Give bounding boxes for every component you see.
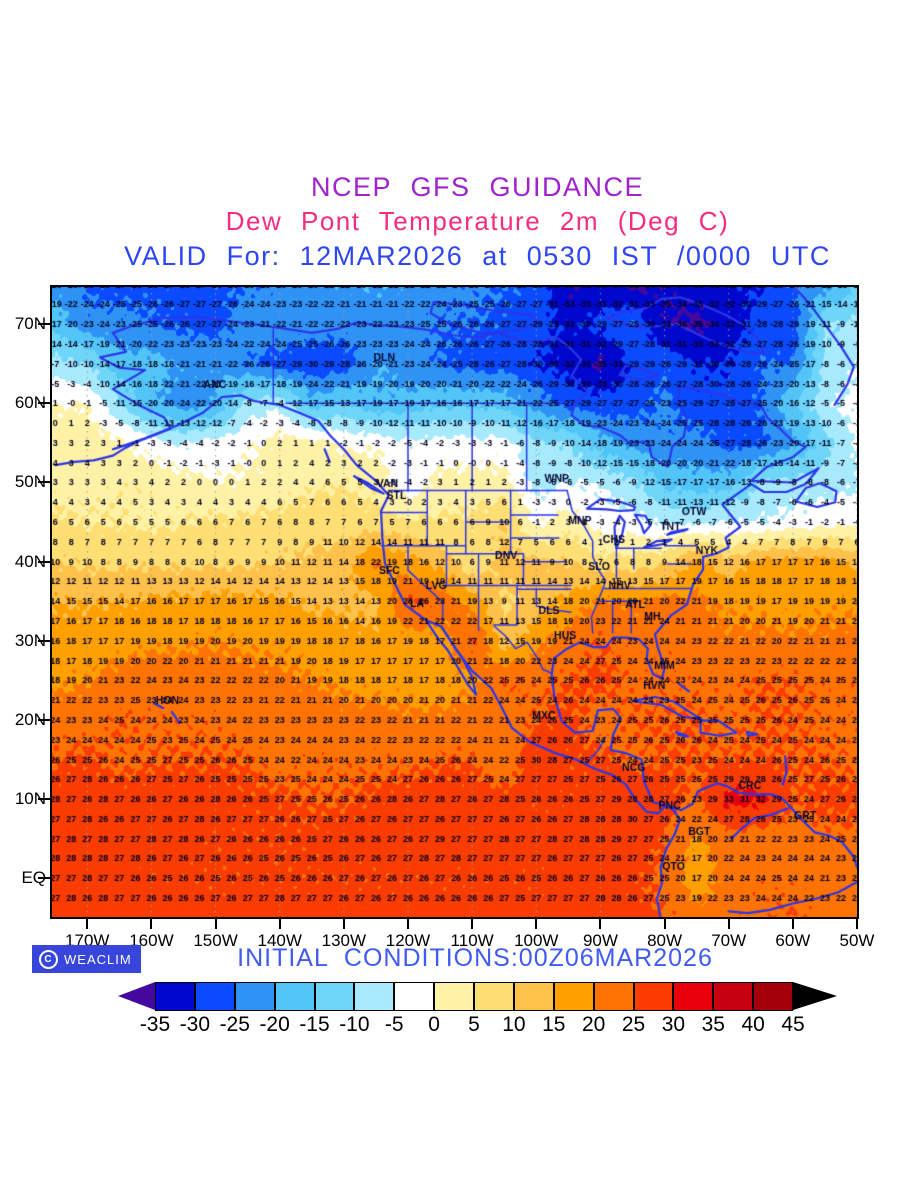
colorbar-tick-label: -30 (179, 1013, 211, 1036)
lon-tick (663, 919, 666, 929)
map-frame (50, 285, 859, 919)
colorbar-segment (713, 982, 754, 1011)
colorbar-segment (394, 982, 435, 1011)
lon-tick (791, 919, 794, 929)
lat-tick-label: 60N (14, 393, 46, 413)
colorbar-tick-label: 35 (701, 1013, 725, 1036)
lat-tick (38, 560, 50, 563)
lat-tick-label: 10N (14, 789, 46, 809)
colorbar-under-arrow (118, 982, 155, 1010)
colorbar-tick-label: 45 (781, 1013, 805, 1036)
colorbar-segment (234, 982, 275, 1011)
lat-tick-label: 40N (14, 551, 46, 571)
title-valid-time: VALID For: 12MAR2026 at 0530 IST /0000 U… (124, 241, 831, 271)
colorbar-tick-label: 30 (661, 1013, 686, 1036)
lon-tick-label: 110W (450, 931, 494, 950)
colorbar-segment (673, 982, 714, 1011)
colorbar-tick-label: 0 (428, 1013, 440, 1036)
lat-tick (38, 639, 50, 642)
colorbar-tick-label: -20 (259, 1013, 290, 1036)
lon-tick-label: 60W (775, 931, 811, 950)
lon-tick-label: 140W (257, 931, 302, 950)
lon-tick (471, 919, 474, 929)
lat-tick (38, 798, 50, 801)
colorbar-tick-label: -5 (384, 1013, 404, 1036)
colorbar-tick-label: 15 (542, 1013, 566, 1036)
lon-tick-label: 70W (711, 931, 747, 950)
colorbar-tick-label: 40 (741, 1013, 765, 1036)
lon-tick-label: 150W (193, 931, 238, 950)
lon-tick-label: 80W (647, 931, 683, 950)
colorbar-tick-label: 20 (581, 1013, 606, 1036)
lat-tick (38, 402, 50, 405)
colorbar-tick-label: -10 (339, 1013, 370, 1036)
lon-tick-label: 50W (839, 931, 875, 950)
lon-tick-label: 120W (385, 931, 431, 950)
title-variable: Dew Pont Temperature 2m (Deg C) (225, 206, 730, 236)
weaclim-logo: C WEACLIM (32, 945, 141, 973)
lat-tick-label: 30N (14, 630, 46, 650)
lon-tick (214, 919, 217, 929)
lat-tick (38, 718, 50, 721)
lon-tick (535, 919, 538, 929)
copyright-icon: C (39, 949, 58, 969)
lon-tick (599, 919, 602, 929)
lon-tick (727, 919, 730, 929)
lon-tick (150, 919, 153, 929)
colorbar-segment (553, 982, 594, 1011)
logo-label: WEACLIM (64, 951, 132, 967)
lat-tick-label: 50N (14, 472, 46, 492)
colorbar-segment (155, 982, 195, 1011)
colorbar-segment (354, 982, 395, 1011)
lon-tick (86, 919, 89, 929)
colorbar-tick-label: -25 (219, 1013, 250, 1036)
lat-tick-label: 20N (14, 709, 46, 729)
lat-tick-label: EQ (21, 868, 46, 888)
colorbar-segment (474, 982, 514, 1011)
lon-tick (278, 919, 281, 929)
map-canvas (52, 287, 857, 917)
lon-tick (406, 919, 409, 929)
lon-tick-label: 90W (582, 931, 618, 950)
colorbar-over-arrow (793, 982, 837, 1010)
lon-tick-label: 100W (514, 931, 559, 950)
colorbar-tick-label: 5 (468, 1013, 480, 1036)
lat-tick (38, 481, 50, 484)
colorbar (118, 982, 837, 1011)
title-model: NCEP GFS GUIDANCE (310, 172, 645, 202)
lon-tick (342, 919, 345, 929)
colorbar-tick-label: 25 (621, 1013, 646, 1036)
lat-tick (38, 323, 50, 326)
colorbar-tick-label: -15 (299, 1013, 330, 1036)
lon-tick-label: 130W (321, 931, 367, 950)
colorbar-tick-label: 10 (502, 1013, 526, 1036)
colorbar-segment (274, 982, 315, 1011)
colorbar-segment (194, 982, 235, 1011)
colorbar-segment (753, 982, 793, 1011)
colorbar-segment (434, 982, 474, 1011)
colorbar-segment (314, 982, 355, 1011)
initial-conditions-line: INITIAL CONDITIONS:00Z06MAR2026 (237, 944, 713, 972)
colorbar-segment (513, 982, 554, 1011)
colorbar-segment (633, 982, 674, 1011)
colorbar-segment (593, 982, 634, 1011)
colorbar-tick-label: -35 (139, 1013, 171, 1036)
lat-tick (38, 877, 50, 880)
lon-tick (856, 919, 858, 929)
lat-tick-label: 70N (14, 314, 46, 334)
